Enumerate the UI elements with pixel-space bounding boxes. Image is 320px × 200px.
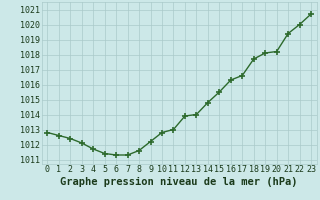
- X-axis label: Graphe pression niveau de la mer (hPa): Graphe pression niveau de la mer (hPa): [60, 177, 298, 187]
